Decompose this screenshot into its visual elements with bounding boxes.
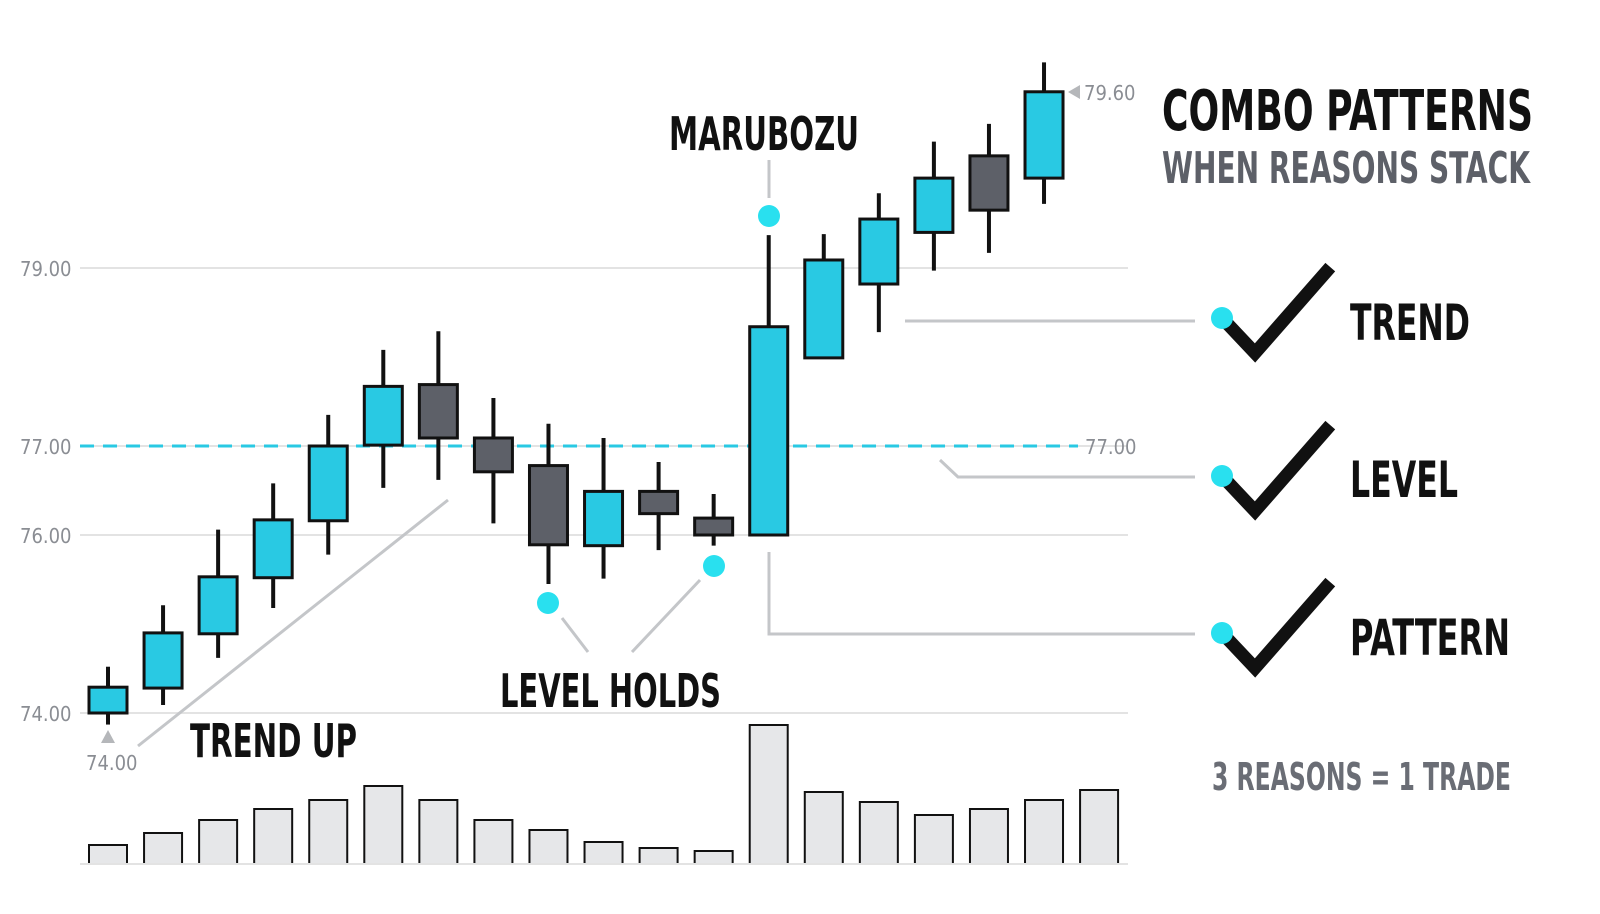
check-mark	[1212, 577, 1336, 678]
volume-bar	[803, 791, 844, 865]
checklist: TREND LEVEL PATTERN	[1211, 262, 1510, 678]
candle-body	[362, 384, 404, 447]
marker-dot	[703, 555, 725, 577]
marker-dot	[537, 592, 559, 614]
volume-bar	[913, 814, 954, 865]
connector	[767, 552, 1195, 636]
check-mark	[1212, 420, 1336, 521]
annotation: TREND UP	[190, 714, 357, 768]
volume-bar	[198, 819, 239, 865]
high-tag: 79.60	[1084, 81, 1136, 105]
volume-bar	[858, 801, 899, 865]
volume-bar	[528, 829, 569, 865]
candle-body	[693, 516, 735, 537]
tag-arrow	[101, 730, 115, 743]
candle-body	[197, 575, 239, 636]
y-tick-label: 74.00	[20, 702, 72, 726]
volume-layer	[88, 724, 1120, 865]
volume-bar	[748, 724, 789, 865]
volume-bar	[1024, 799, 1065, 865]
candle-body	[307, 444, 349, 523]
tag-arrow	[1068, 85, 1080, 99]
volume-bar	[308, 799, 349, 865]
candle-body	[858, 217, 900, 286]
volume-bar	[253, 808, 294, 865]
check-label: LEVEL	[1350, 451, 1458, 509]
candle-body	[87, 685, 129, 715]
chart-title: COMBO PATTERNS	[1162, 79, 1533, 144]
check-label: PATTERN	[1350, 609, 1510, 667]
connector	[938, 458, 1195, 479]
volume-bar	[1079, 789, 1120, 865]
low-tag: 74.00	[86, 751, 138, 775]
check-label: TREND	[1350, 294, 1470, 352]
connectors	[137, 160, 1195, 748]
candle-body	[142, 631, 184, 690]
level-label: 77.00	[1085, 435, 1137, 459]
grid-layer: 74.00 76.00 77.00 79.00 77.00	[20, 257, 1137, 726]
volume-bar	[88, 844, 128, 865]
check-dot	[1211, 622, 1233, 644]
volume-bar	[143, 832, 184, 865]
marker-dot	[758, 205, 780, 227]
volume-bar	[693, 850, 734, 865]
check-mark	[1212, 262, 1336, 363]
volume-bar	[418, 799, 459, 865]
candle-body	[417, 383, 459, 440]
y-tick-label: 79.00	[20, 257, 72, 281]
annotation: MARUBOZU	[669, 107, 859, 161]
check-dot	[1211, 307, 1233, 329]
y-tick-label: 77.00	[20, 435, 72, 459]
volume-bar	[638, 847, 679, 865]
y-tick-label: 76.00	[20, 524, 72, 548]
volume-bar	[473, 819, 514, 865]
volume-bar	[583, 841, 624, 865]
candle-body	[748, 325, 790, 537]
candle-body	[968, 154, 1010, 212]
connector	[137, 498, 449, 748]
footer: 3 REASONS = 1 TRADE	[1212, 755, 1511, 799]
candles-layer	[87, 62, 1065, 725]
candle-body	[803, 258, 845, 360]
chart-subtitle: WHEN REASONS STACK	[1162, 143, 1531, 194]
annotation: LEVEL HOLDS	[500, 664, 721, 718]
candle-body	[913, 176, 955, 234]
connector	[560, 617, 590, 653]
check-dot	[1211, 465, 1233, 487]
candle-body	[527, 464, 569, 547]
candle-body	[252, 518, 294, 580]
candle-body	[472, 436, 514, 474]
volume-bar	[363, 785, 404, 865]
candle-body	[583, 489, 625, 548]
candle-body	[1023, 90, 1065, 180]
volume-bar	[968, 808, 1009, 865]
candle-body	[638, 489, 680, 516]
connector	[630, 578, 702, 654]
